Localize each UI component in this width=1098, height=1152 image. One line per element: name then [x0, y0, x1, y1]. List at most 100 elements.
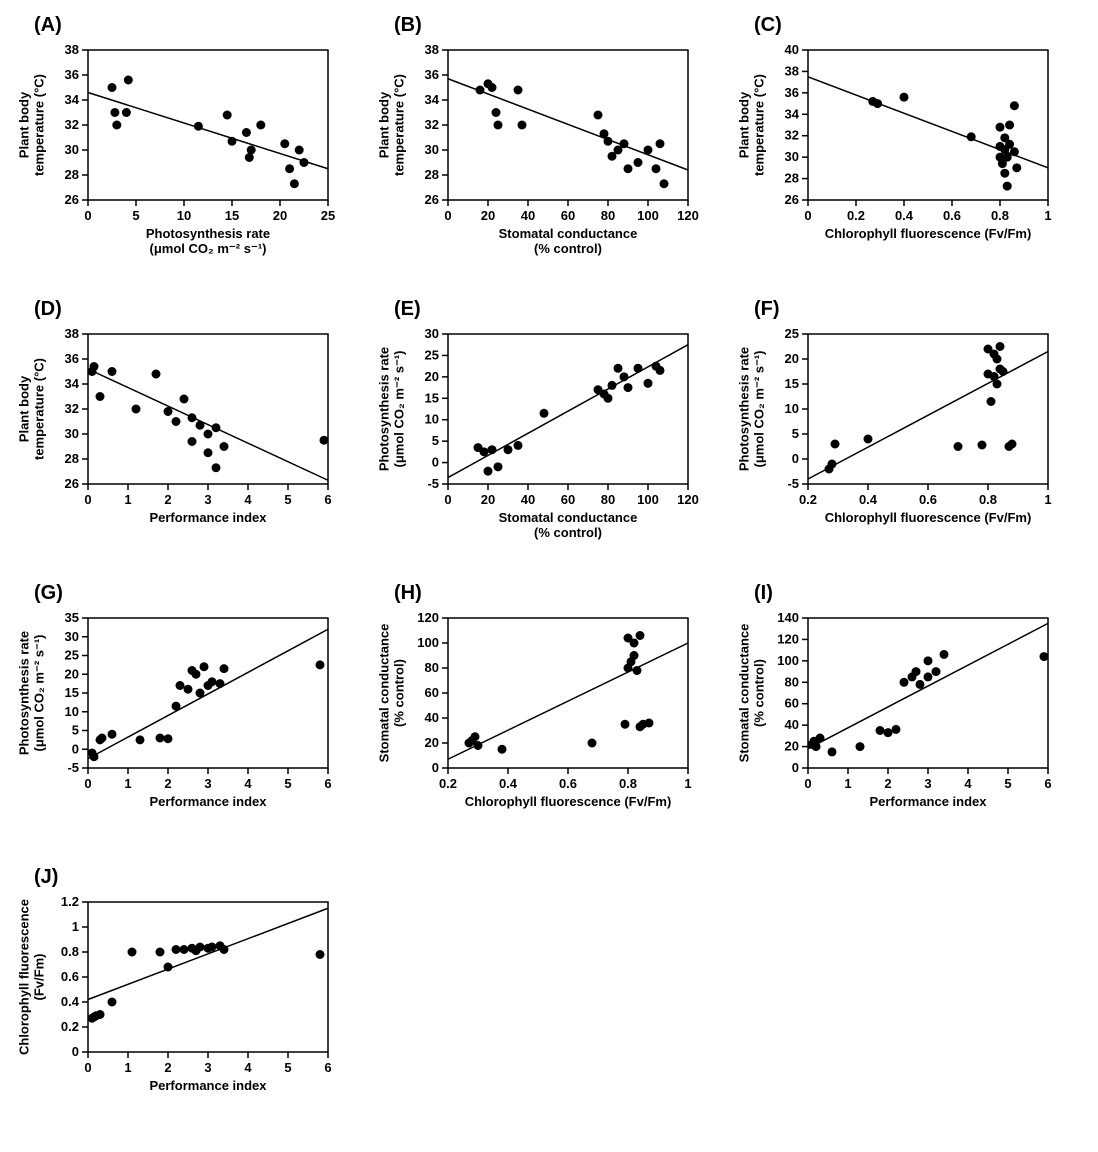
data-point	[180, 395, 189, 404]
data-point	[656, 366, 665, 375]
xtick-label: 20	[481, 492, 495, 507]
data-point	[172, 702, 181, 711]
panel-C: (C)00.20.40.60.812628303234363840Chlorop…	[730, 10, 1082, 290]
ytick-label: 0.4	[61, 994, 80, 1009]
regression-line	[808, 623, 1048, 748]
ytick-label: 60	[425, 685, 439, 700]
data-point	[200, 662, 209, 671]
data-point	[1008, 440, 1017, 449]
xtick-label: 0	[84, 208, 91, 223]
data-point	[644, 379, 653, 388]
data-point	[247, 146, 256, 155]
data-point	[634, 158, 643, 167]
data-point	[295, 146, 304, 155]
ytick-label: 20	[425, 735, 439, 750]
panel-B: (B)02040608010012026283032343638Stomatal…	[370, 10, 722, 290]
y-axis-label: Plant bodytemperature (°C)	[377, 74, 407, 176]
data-point	[884, 728, 893, 737]
data-point	[924, 672, 933, 681]
data-point	[124, 76, 133, 85]
regression-line	[448, 643, 688, 759]
xtick-label: 4	[244, 492, 252, 507]
data-point	[620, 139, 629, 148]
regression-line	[88, 369, 328, 480]
ytick-label: 5	[432, 433, 439, 448]
xtick-label: 1	[1044, 208, 1051, 223]
ytick-label: 26	[65, 476, 79, 491]
data-point	[1040, 652, 1049, 661]
data-point	[967, 132, 976, 141]
regression-line	[88, 629, 328, 758]
ytick-label: 32	[65, 117, 79, 132]
data-point	[656, 139, 665, 148]
panel-label-H: (H)	[394, 582, 422, 605]
data-point	[492, 108, 501, 117]
data-point	[634, 364, 643, 373]
xtick-label: 6	[324, 776, 331, 791]
x-axis-label: Chlorophyll fluorescence (Fv/Fm)	[825, 510, 1032, 525]
data-point	[474, 741, 483, 750]
panel-D: (D)012345626283032343638Performance inde…	[10, 294, 362, 574]
ytick-label: 30	[425, 326, 439, 341]
xtick-label: 1	[844, 776, 851, 791]
panel-label-A: (A)	[34, 14, 62, 37]
xtick-label: 40	[521, 208, 535, 223]
xtick-label: 0.8	[991, 208, 1009, 223]
ytick-label: 34	[65, 92, 80, 107]
data-point	[245, 153, 254, 162]
data-point	[300, 158, 309, 167]
ytick-label: 36	[785, 85, 799, 100]
data-point	[1005, 140, 1014, 149]
data-point	[122, 108, 131, 117]
xtick-label: 0.6	[943, 208, 961, 223]
ytick-label: 80	[425, 660, 439, 675]
data-point	[864, 435, 873, 444]
data-point	[316, 950, 325, 959]
y-axis-label: Photosynthesis rate(μmol CO₂ m⁻² s⁻¹)	[377, 347, 407, 471]
ytick-label: 38	[65, 326, 79, 341]
ytick-label: 36	[425, 67, 439, 82]
data-point	[152, 370, 161, 379]
x-axis-label: Stomatal conductance(% control)	[499, 226, 638, 256]
x-axis-label: Performance index	[149, 510, 267, 525]
data-point	[484, 467, 493, 476]
xtick-label: 0.4	[895, 208, 914, 223]
x-axis-label: Performance index	[149, 794, 267, 809]
xtick-label: 0	[84, 492, 91, 507]
xtick-label: 0.2	[439, 776, 457, 791]
xtick-label: 0.4	[499, 776, 518, 791]
ytick-label: 10	[785, 401, 799, 416]
ytick-label: 0.6	[61, 969, 79, 984]
ytick-label: 38	[785, 63, 799, 78]
ytick-label: -5	[427, 476, 439, 491]
data-point	[514, 86, 523, 95]
ytick-label: 28	[785, 171, 799, 186]
data-point	[212, 463, 221, 472]
xtick-label: 6	[1044, 776, 1051, 791]
data-point	[540, 409, 549, 418]
data-point	[660, 179, 669, 188]
data-point	[993, 355, 1002, 364]
xtick-label: 25	[321, 208, 335, 223]
panel-H: (H)0.20.40.60.81020406080100120Chlorophy…	[370, 578, 722, 858]
data-point	[1010, 101, 1019, 110]
y-axis-label: Chlorophyll fluorescence(Fv/Fm)	[17, 899, 47, 1055]
xtick-label: 1	[684, 776, 691, 791]
data-point	[196, 421, 205, 430]
data-point	[208, 943, 217, 952]
panel-svg-D: 012345626283032343638Performance indexPl…	[10, 294, 362, 574]
xtick-label: 2	[164, 492, 171, 507]
regression-line	[88, 908, 328, 999]
ytick-label: 28	[65, 451, 79, 466]
xtick-label: 80	[601, 492, 615, 507]
data-point	[999, 367, 1008, 376]
data-point	[624, 383, 633, 392]
xtick-label: 5	[284, 492, 291, 507]
panel-label-G: (G)	[34, 582, 63, 605]
data-point	[290, 179, 299, 188]
x-axis-label: Performance index	[869, 794, 987, 809]
ytick-label: 15	[65, 685, 79, 700]
data-point	[816, 734, 825, 743]
xtick-label: 1	[1044, 492, 1051, 507]
xtick-label: 4	[244, 1060, 252, 1075]
